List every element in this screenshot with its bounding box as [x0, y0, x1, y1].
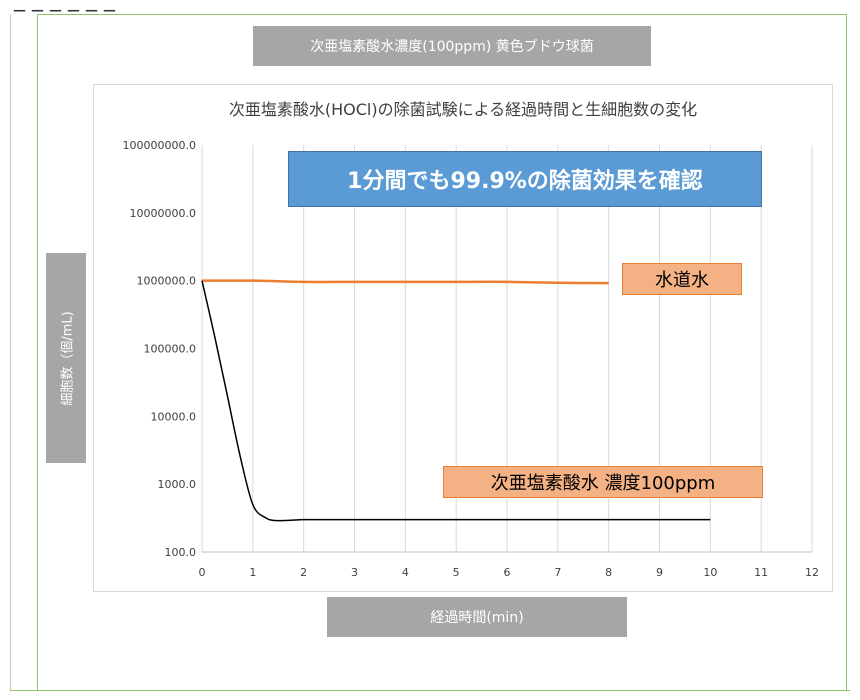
data-point-series-0 [455, 281, 457, 283]
data-point-series-1 [607, 518, 609, 520]
x-tick-label: 11 [754, 566, 768, 579]
data-point-series-0 [607, 282, 609, 284]
header-label: 次亜塩素酸水濃度(100ppm) 黄色ブドウ球菌 [253, 26, 651, 66]
x-tick-label: 8 [605, 566, 612, 579]
bottom-border [10, 690, 850, 691]
data-point-series-1 [506, 518, 508, 520]
y-tick-label: 100000000.0 [123, 139, 196, 152]
cropped-text-strip: _ _ _ _ _ _ [0, 0, 860, 18]
result-banner: 1分間でも99.9%の除菌効果を確認 [288, 151, 762, 207]
left-border [10, 14, 11, 691]
data-point-series-1 [264, 517, 266, 519]
y-tick-label: 100000.0 [144, 343, 197, 356]
data-point-series-1 [201, 279, 203, 281]
x-tick-label: 6 [504, 566, 511, 579]
data-point-series-1 [277, 519, 279, 521]
data-point-series-0 [506, 281, 508, 283]
x-tick-label: 3 [351, 566, 358, 579]
x-tick-label: 1 [249, 566, 256, 579]
chart-title: 次亜塩素酸水(HOCl)の除菌試験による経過時間と生細胞数の変化 [228, 100, 698, 119]
x-tick-label: 0 [199, 566, 206, 579]
data-point-series-0 [252, 279, 254, 281]
y-tick-label: 100.0 [165, 546, 197, 559]
y-axis-label: 細胞数（個/mL) [46, 253, 86, 463]
data-point-series-0 [557, 282, 559, 284]
y-tick-label: 10000000.0 [130, 207, 196, 220]
data-point-series-0 [353, 281, 355, 283]
series-label-tap-water: 水道水 [622, 263, 742, 295]
data-point-series-1 [353, 518, 355, 520]
y-tick-label: 1000.0 [158, 478, 197, 491]
x-tick-label: 7 [554, 566, 561, 579]
series-line-1 [201, 280, 711, 522]
x-tick-label: 9 [656, 566, 663, 579]
data-point-series-1 [557, 518, 559, 520]
series-label-hocl: 次亜塩素酸水 濃度100ppm [443, 466, 763, 498]
data-point-series-1 [709, 518, 711, 520]
data-point-series-1 [239, 455, 241, 457]
data-point-series-1 [658, 518, 660, 520]
data-point-series-1 [252, 503, 254, 505]
data-point-series-1 [226, 395, 228, 397]
data-point-series-1 [302, 518, 304, 520]
data-point-series-0 [302, 281, 304, 283]
x-tick-label: 4 [402, 566, 409, 579]
y-tick-label: 10000.0 [151, 410, 197, 423]
x-tick-label: 2 [300, 566, 307, 579]
data-point-series-1 [328, 518, 330, 520]
data-point-series-1 [455, 518, 457, 520]
data-point-series-1 [214, 335, 216, 337]
x-tick-label: 5 [453, 566, 460, 579]
data-point-series-1 [404, 518, 406, 520]
x-tick-label: 12 [805, 566, 819, 579]
series-line-0 [201, 279, 609, 285]
x-tick-label: 10 [703, 566, 717, 579]
y-tick-label: 1000000.0 [137, 275, 197, 288]
x-axis-label: 経過時間(min) [327, 597, 627, 637]
data-point-series-0 [404, 281, 406, 283]
